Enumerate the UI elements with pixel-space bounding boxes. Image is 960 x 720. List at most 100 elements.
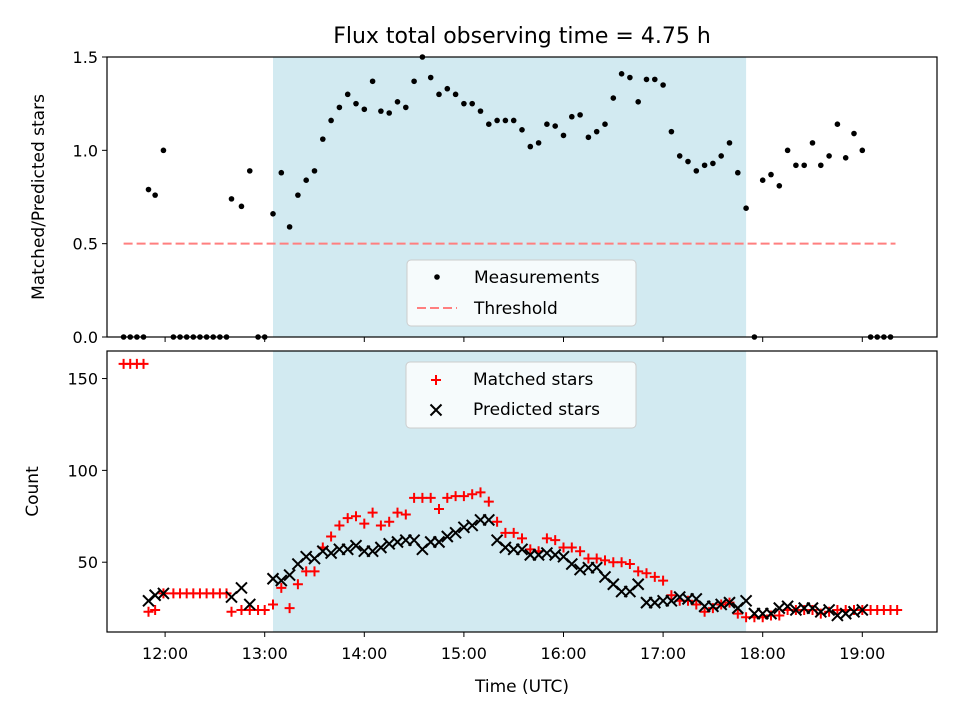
measurement-point <box>768 171 774 178</box>
predicted-point <box>283 568 296 582</box>
predicted-point <box>856 603 869 617</box>
y-tick-label: 100 <box>67 461 98 480</box>
measurement-point <box>693 168 700 174</box>
measurement-point <box>776 183 783 189</box>
predicted-point <box>366 544 379 558</box>
measurement-point <box>618 71 625 77</box>
x-axis-label: Time (UTC) <box>474 677 569 697</box>
matched-point <box>616 557 627 568</box>
y-tick-label: 150 <box>67 370 98 389</box>
matched-point <box>633 566 644 577</box>
matched-point <box>351 511 361 522</box>
measurement-point <box>344 91 351 98</box>
legend-label-predicted: Predicted stars <box>473 400 600 420</box>
matched-point <box>434 503 444 514</box>
matched-point <box>292 579 303 590</box>
legend-marker-measurements <box>434 274 440 280</box>
measurement-point <box>535 140 542 146</box>
measurement-point <box>718 153 724 159</box>
measurement-point <box>627 74 633 81</box>
count-panel: 50 100 150 12:00 13:00 14:00 15:00 16:00 17:00 18… <box>23 350 938 697</box>
measurement-point <box>486 121 492 127</box>
y-tick-label: 1.5 <box>73 48 98 67</box>
measurement-point <box>593 128 600 135</box>
top-legend-box <box>406 259 637 327</box>
predicted-point <box>665 594 678 607</box>
matched-point <box>309 566 320 577</box>
matched-point <box>483 496 494 507</box>
matched-point <box>492 516 503 527</box>
measurement-point <box>436 91 442 98</box>
measurement-point <box>701 162 708 169</box>
bottom-panel-ticks: 50 100 150 12:00 13:00 14:00 15:00 16:00 17:00 18… <box>67 370 885 663</box>
measurement-point <box>560 132 567 139</box>
matched-point <box>517 533 527 544</box>
predicted-point <box>806 601 819 615</box>
measurement-point <box>585 134 592 141</box>
legend-x-marker <box>429 403 443 417</box>
matched-point <box>591 553 602 564</box>
measurement-point <box>295 192 301 198</box>
matched-point <box>425 492 436 503</box>
matched-point <box>367 507 378 518</box>
matched-point <box>259 604 270 615</box>
measurement-point <box>784 147 791 154</box>
matched-point <box>467 489 478 500</box>
predicted-point <box>225 590 238 604</box>
measurement-point <box>793 162 799 169</box>
measurement-point <box>145 186 152 193</box>
matched-point <box>400 509 411 520</box>
predicted-point <box>465 519 479 532</box>
measurement-point <box>610 95 617 101</box>
measurement-point <box>336 104 343 111</box>
matched-point <box>226 606 237 617</box>
measurement-point <box>303 177 310 183</box>
measurement-point <box>477 108 484 114</box>
matched-point <box>732 608 743 619</box>
matched-point <box>541 533 552 544</box>
predicted-point <box>374 541 388 554</box>
measurement-point <box>444 85 451 92</box>
predicted-point <box>341 543 354 556</box>
matched-point <box>458 491 469 502</box>
y-tick-label: 1.0 <box>73 141 98 160</box>
measurement-point <box>842 155 849 161</box>
measurement-point <box>452 91 459 98</box>
measurement-point <box>411 78 417 85</box>
flux-ratio-panel: 0.0 0.5 1.0 1.5 Flux total observing time =… <box>29 24 938 347</box>
measurement-point <box>369 78 376 85</box>
measurement-point <box>238 203 245 210</box>
matched-point <box>600 555 610 566</box>
matched-point <box>138 358 149 369</box>
chart-title: Flux total observing time = 4.75 h <box>333 24 711 49</box>
matched-point <box>143 606 154 617</box>
measurement-point <box>386 110 393 116</box>
measurement-point <box>643 76 650 83</box>
measurement-point <box>809 140 816 146</box>
bottom-y-axis-label: Count <box>23 466 43 517</box>
measurement-point <box>361 106 368 113</box>
predicted-point <box>349 539 363 552</box>
measurement-point <box>552 123 558 129</box>
matched-point <box>150 604 161 615</box>
measurement-point <box>152 192 158 198</box>
top-legend: Measurements Threshold <box>406 259 637 327</box>
measurement-point <box>378 108 384 114</box>
top-panel-ticks: 0.0 0.5 1.0 1.5 <box>73 48 863 347</box>
y-tick-label: 0.0 <box>73 328 98 347</box>
measurement-point <box>859 147 866 154</box>
measurement-point <box>527 143 534 150</box>
matched-point <box>624 559 635 570</box>
predicted-point <box>764 607 778 620</box>
x-tick-label: 12:00 <box>142 644 188 663</box>
bottom-panel-frame <box>106 350 938 633</box>
predicted-point <box>324 546 338 560</box>
matched-point <box>575 546 586 557</box>
matched-point <box>475 487 486 498</box>
predicted-point <box>482 513 496 527</box>
measurement-point <box>160 147 167 154</box>
top-panel-frame <box>106 56 938 338</box>
predicted-point <box>432 535 446 549</box>
measurement-point <box>826 153 832 159</box>
